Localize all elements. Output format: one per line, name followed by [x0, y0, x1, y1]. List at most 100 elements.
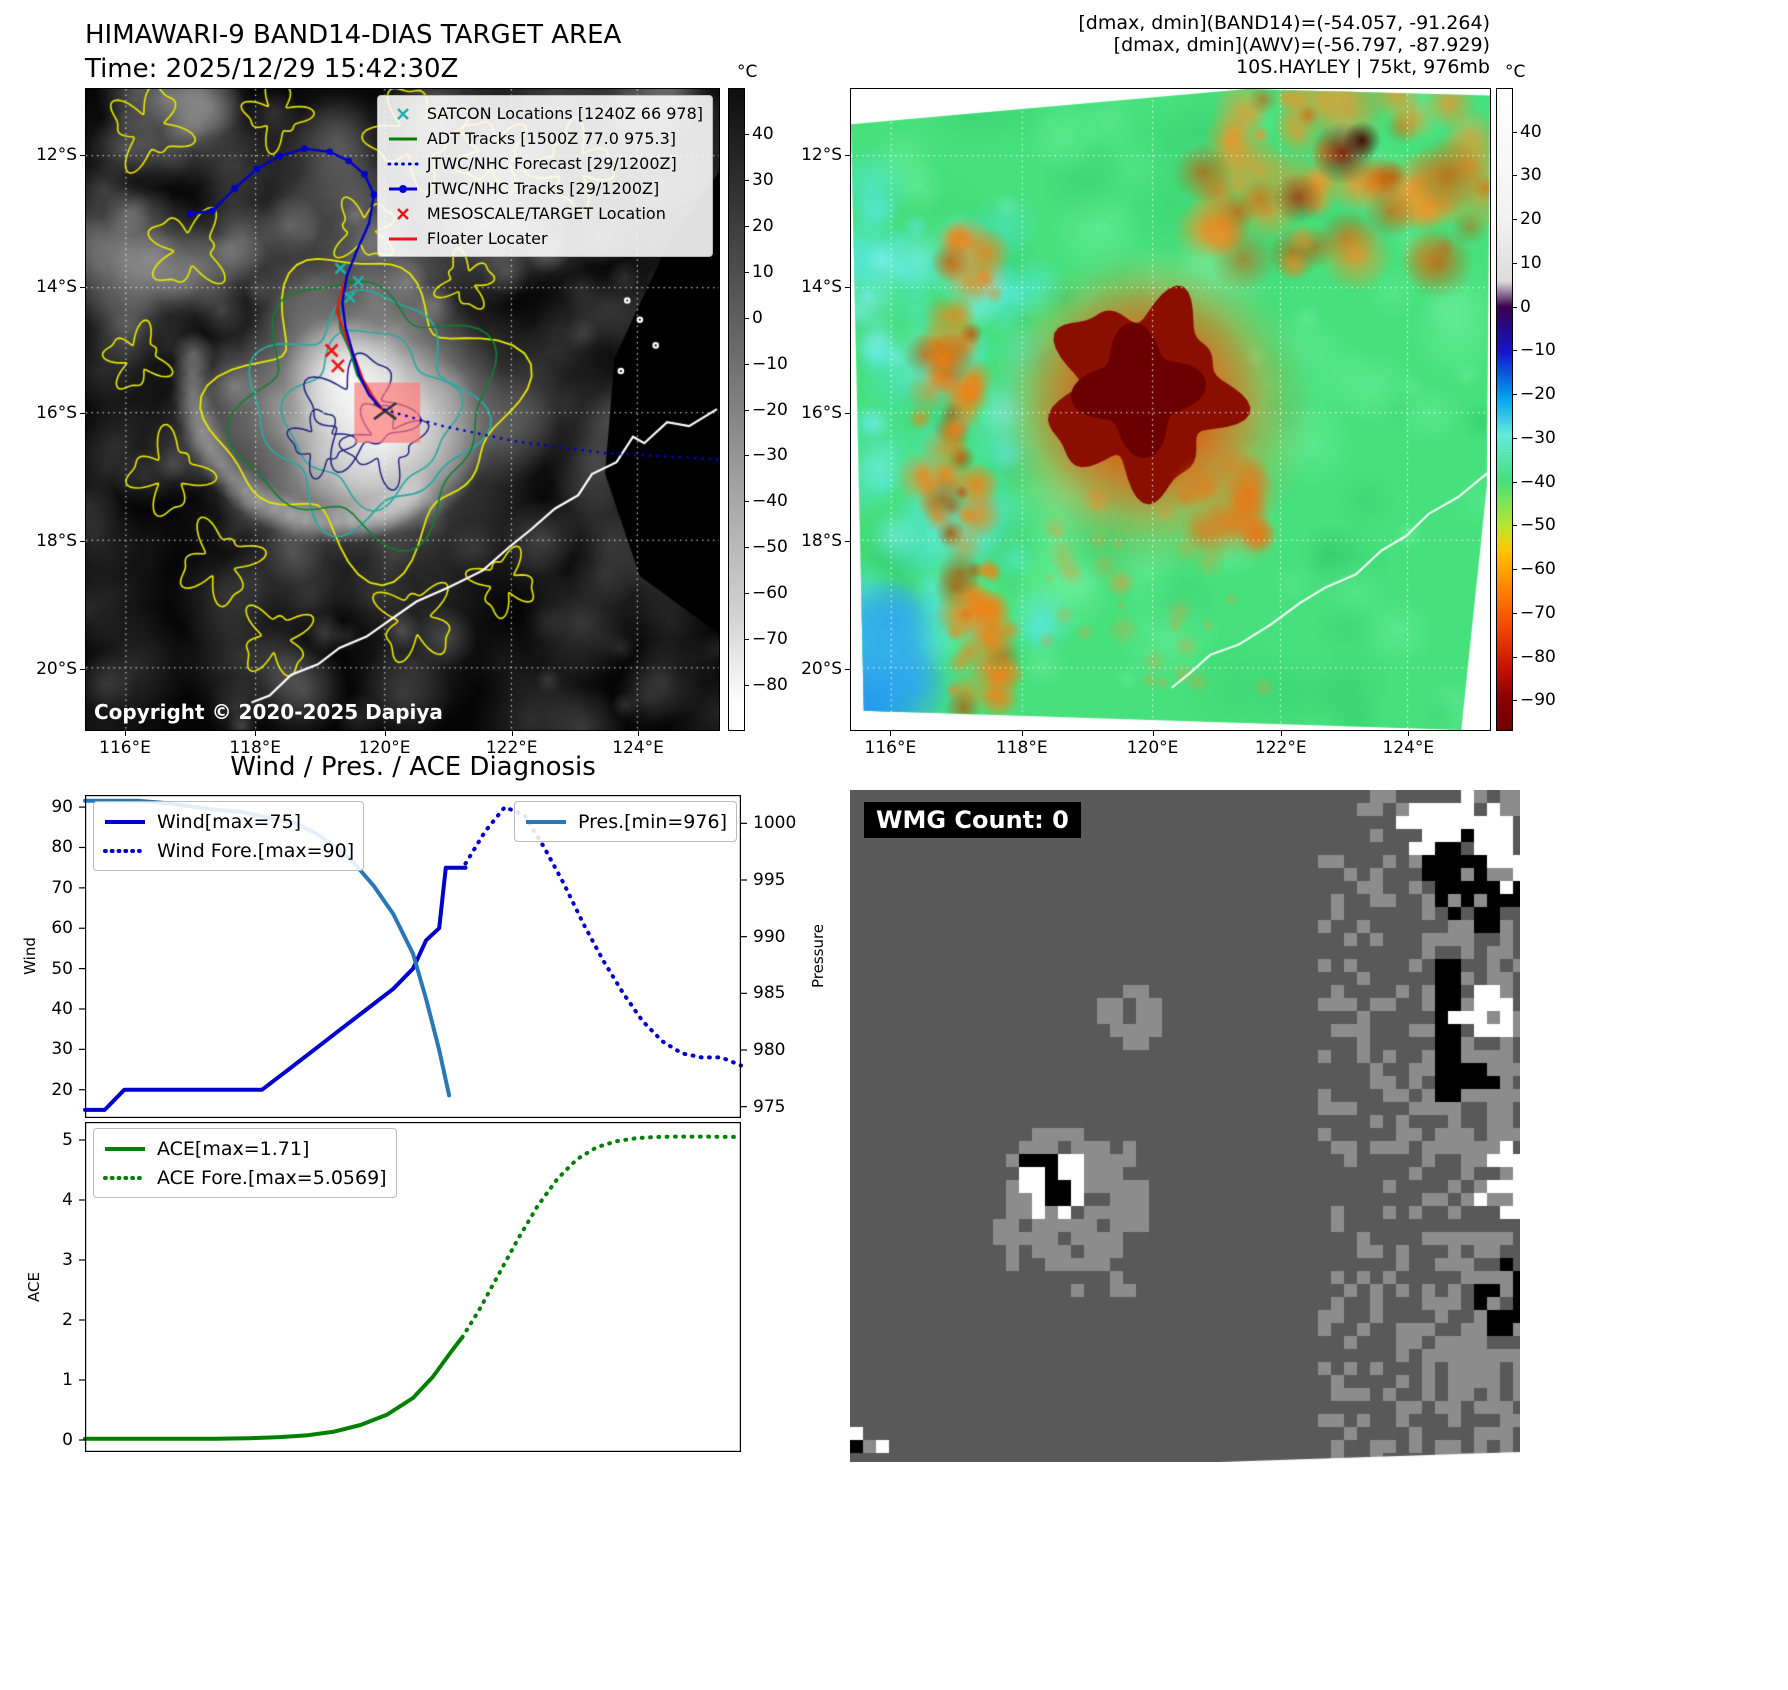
legend-label: Wind[max=75] [157, 810, 302, 833]
axis-tick-mark [1513, 700, 1517, 702]
axis-tick-mark [1513, 219, 1517, 221]
wmg-image [850, 790, 1520, 1462]
legend-item: JTWC/NHC Forecast [29/1200Z] [387, 151, 703, 176]
lat-tick-label: 14°S [801, 277, 842, 298]
colorbar-tick-label: −20 [1520, 384, 1556, 405]
legend-label: MESOSCALE/TARGET Location [426, 204, 666, 223]
colorbar-tick-label: −30 [1520, 427, 1556, 448]
pressure-axis-label: Pressure [809, 923, 827, 989]
lon-tick-label: 122°E [1254, 738, 1307, 758]
lat-tick-label: 12°S [36, 144, 77, 165]
legend-label: ACE[max=1.71] [157, 1137, 310, 1160]
axis-tick-mark [745, 639, 749, 641]
wind-pressure-chart: Wind[max=75] Wind Fore.[max=90] Pres.[min=… [79, 795, 747, 1118]
legend-item: ADT Tracks [1500Z 77.0 975.3] [387, 126, 703, 151]
colorbar-tick-label: −10 [752, 353, 788, 374]
lat-tick-label: 16°S [36, 402, 77, 423]
axis-tick-mark [1152, 731, 1154, 736]
pressure-axis-tick-label: 1000 [753, 813, 797, 834]
axis-tick-mark [1513, 656, 1517, 658]
legend-sample-solid-dot-icon [388, 184, 417, 193]
legend-sample-solid-icon [526, 819, 566, 824]
colorbar-tick-label: 20 [1520, 209, 1542, 230]
legend-item: Wind[max=75] [103, 807, 354, 836]
legend-sample-dotted-icon [103, 1175, 147, 1180]
axis-tick-mark [745, 685, 749, 687]
colorbar-tick-label: −80 [1520, 646, 1556, 667]
colorbar-tick-label: −70 [1520, 602, 1556, 623]
axis-tick-mark [845, 540, 850, 542]
band14-colorbar [728, 88, 745, 731]
wind-axis-tick-label: 40 [51, 998, 73, 1019]
axis-tick-mark [845, 287, 850, 289]
axis-tick-mark [1513, 569, 1517, 571]
series-line-0 [83, 1335, 465, 1441]
wmg-count-label: WMG Count: 0 [864, 802, 1081, 838]
lon-tick-label: 118°E [995, 738, 1048, 758]
axis-tick-mark [745, 271, 749, 273]
band14-colorbar-unit: °C [737, 62, 758, 82]
wind-axis-tick-label: 20 [51, 1079, 73, 1100]
wind-axis-tick-label: 90 [51, 797, 73, 818]
ace-axis-tick-label: 0 [62, 1430, 73, 1450]
awv-satellite-image [851, 89, 1490, 730]
legend-item: ACE[max=1.71] [103, 1134, 387, 1163]
lon-tick-label: 120°E [358, 738, 411, 758]
ace-axis-tick-label: 5 [62, 1130, 73, 1150]
axis-tick-mark [1513, 175, 1517, 177]
axis-tick-mark [511, 731, 513, 736]
axis-tick-mark [890, 731, 892, 736]
axis-tick-mark [638, 731, 640, 736]
axis-tick-mark [1513, 525, 1517, 527]
axis-tick-mark [1408, 731, 1410, 736]
legend-item: Floater Locater [387, 226, 703, 251]
ace-chart: ACE[max=1.71] ACE Fore.[max=5.0569] [79, 1122, 743, 1452]
wind-axis-tick-label: 30 [51, 1039, 73, 1060]
colorbar-tick-label: −10 [1520, 340, 1556, 361]
pressure-axis-tick-label: 995 [753, 870, 786, 890]
pressure-axis-tick-label: 975 [753, 1096, 786, 1117]
legend-item: ACE Fore.[max=5.0569] [103, 1163, 387, 1192]
awv-colorbar [1496, 88, 1513, 731]
wind-axis-tick-label: 50 [51, 958, 73, 979]
axis-tick-mark [1513, 350, 1517, 352]
ace-legend: ACE[max=1.71] ACE Fore.[max=5.0569] [93, 1128, 397, 1198]
axis-tick-mark [845, 412, 850, 414]
colorbar-tick-label: −40 [752, 491, 788, 512]
band14-time: Time: 2025/12/29 15:42:30Z [85, 54, 459, 84]
legend-sample-solid-icon [105, 819, 145, 824]
lat-tick-label: 14°S [36, 277, 77, 298]
lon-tick-label: 124°E [612, 738, 664, 758]
legend-sample-x-icon [396, 107, 409, 120]
colorbar-tick-label: 20 [752, 215, 774, 236]
axis-tick-mark [80, 412, 85, 414]
colorbar-tick-label: 0 [752, 307, 763, 328]
band14-title-block: HIMAWARI-9 BAND14-DIAS TARGET AREA Time:… [85, 18, 621, 86]
colorbar-tick-label: −50 [752, 537, 788, 558]
colorbar-tick-label: −60 [752, 583, 788, 604]
band14-map-panel: SATCON Locations [1240Z 66 978] ADT Track… [85, 88, 720, 731]
colorbar-tick-label: −30 [752, 445, 788, 466]
legend-item: MESOSCALE/TARGET Location [387, 201, 703, 226]
ace-axis-label: ACE [25, 1272, 43, 1302]
axis-tick-mark [745, 409, 749, 411]
legend-label: JTWC/NHC Tracks [29/1200Z] [426, 179, 660, 198]
lon-tick-label: 116°E [99, 738, 151, 758]
axis-tick-mark [125, 731, 126, 736]
lat-tick-label: 16°S [801, 402, 842, 423]
wind-axis-label: Wind [21, 937, 39, 975]
axis-tick-mark [745, 547, 749, 549]
colorbar-tick-label: 30 [752, 169, 774, 190]
lon-tick-label: 120°E [1126, 738, 1179, 758]
axis-tick-mark [845, 154, 850, 156]
awv-header: [dmax, dmin](BAND14)=(-54.057, -91.264)[… [1078, 12, 1490, 78]
axis-tick-mark [745, 593, 749, 595]
ace-axis-tick-label: 3 [62, 1250, 73, 1270]
axis-tick-mark [255, 731, 257, 736]
lon-tick-label: 118°E [229, 738, 282, 758]
awv-header-line-1: [dmax, dmin](AWV)=(-56.797, -87.929) [1113, 34, 1490, 56]
legend-label: ADT Tracks [1500Z 77.0 975.3] [426, 129, 677, 148]
colorbar-tick-label: 40 [752, 123, 774, 144]
pressure-axis-tick-label: 990 [753, 926, 786, 947]
